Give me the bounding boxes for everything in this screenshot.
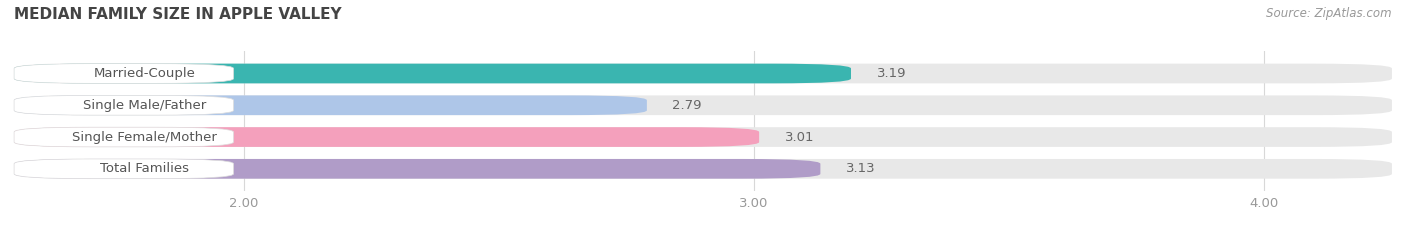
FancyBboxPatch shape: [14, 159, 1392, 179]
FancyBboxPatch shape: [14, 159, 233, 179]
Text: Single Male/Father: Single Male/Father: [83, 99, 205, 112]
Text: Total Families: Total Families: [100, 162, 188, 175]
FancyBboxPatch shape: [14, 127, 1392, 147]
FancyBboxPatch shape: [14, 96, 647, 115]
Text: Single Female/Mother: Single Female/Mother: [72, 130, 217, 144]
FancyBboxPatch shape: [14, 159, 820, 179]
FancyBboxPatch shape: [14, 127, 759, 147]
Text: 3.19: 3.19: [876, 67, 905, 80]
Text: 3.13: 3.13: [846, 162, 876, 175]
Text: Married-Couple: Married-Couple: [93, 67, 195, 80]
Text: 2.79: 2.79: [672, 99, 702, 112]
Text: MEDIAN FAMILY SIZE IN APPLE VALLEY: MEDIAN FAMILY SIZE IN APPLE VALLEY: [14, 7, 342, 22]
FancyBboxPatch shape: [14, 64, 1392, 83]
FancyBboxPatch shape: [14, 96, 1392, 115]
FancyBboxPatch shape: [14, 127, 233, 147]
Text: Source: ZipAtlas.com: Source: ZipAtlas.com: [1267, 7, 1392, 20]
FancyBboxPatch shape: [14, 96, 233, 115]
Text: 3.01: 3.01: [785, 130, 814, 144]
FancyBboxPatch shape: [14, 64, 233, 83]
FancyBboxPatch shape: [14, 64, 851, 83]
